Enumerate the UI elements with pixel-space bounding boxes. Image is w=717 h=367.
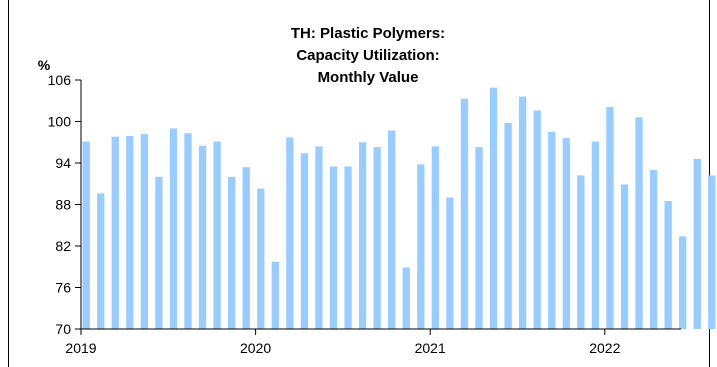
bar bbox=[300, 153, 309, 329]
bar bbox=[155, 176, 163, 329]
bar bbox=[475, 147, 483, 329]
chart-title-line-3: Monthly Value bbox=[318, 69, 419, 86]
chart-title: TH: Plastic Polymers: Capacity Utilizati… bbox=[291, 25, 445, 86]
bar bbox=[562, 138, 570, 329]
bar bbox=[329, 166, 338, 329]
bar bbox=[620, 184, 629, 329]
y-tick-label: 106 bbox=[48, 72, 72, 88]
bar bbox=[649, 169, 658, 329]
bar bbox=[548, 131, 556, 330]
bar bbox=[460, 98, 469, 330]
bar bbox=[271, 261, 279, 329]
bar bbox=[533, 110, 541, 330]
chart-title-line-1: TH: Plastic Polymers: bbox=[291, 25, 445, 42]
bar bbox=[344, 166, 352, 329]
bar bbox=[431, 146, 439, 329]
bar bbox=[140, 133, 148, 329]
y-axis-ticks: 70 76 82 88 94 100 106 bbox=[48, 72, 82, 337]
bar bbox=[286, 137, 294, 329]
bars bbox=[82, 87, 716, 330]
bar bbox=[373, 147, 381, 329]
x-tick-label: 2021 bbox=[415, 340, 446, 356]
bar bbox=[577, 175, 585, 329]
y-tick-label: 88 bbox=[55, 197, 71, 213]
bar bbox=[242, 167, 250, 329]
bar bbox=[679, 236, 687, 329]
bar bbox=[315, 146, 323, 329]
bar bbox=[388, 130, 396, 329]
bar bbox=[82, 141, 90, 329]
bar bbox=[257, 188, 265, 329]
bar bbox=[402, 267, 410, 329]
bar bbox=[519, 96, 527, 329]
bar bbox=[358, 142, 367, 329]
bar bbox=[213, 141, 221, 329]
y-tick-label: 70 bbox=[55, 321, 71, 337]
bar bbox=[111, 136, 119, 329]
bar bbox=[184, 133, 192, 329]
bar bbox=[489, 87, 498, 329]
bar bbox=[708, 175, 716, 329]
y-tick-label: 100 bbox=[48, 114, 72, 130]
bar bbox=[228, 176, 236, 329]
chart-title-line-2: Capacity Utilization: bbox=[296, 47, 439, 64]
bar bbox=[198, 145, 207, 329]
bar bbox=[606, 106, 614, 329]
y-tick-label: 94 bbox=[55, 155, 71, 171]
bar bbox=[446, 197, 454, 329]
bar bbox=[664, 201, 672, 329]
x-tick-label: 2022 bbox=[589, 340, 620, 356]
bar bbox=[504, 122, 512, 329]
bar bbox=[693, 158, 701, 329]
bar bbox=[591, 141, 600, 329]
bar bbox=[169, 128, 178, 329]
bar bbox=[97, 193, 105, 329]
x-tick-label: 2019 bbox=[65, 340, 96, 356]
bar bbox=[126, 136, 134, 329]
bar bbox=[417, 164, 425, 329]
x-tick-label: 2020 bbox=[240, 340, 271, 356]
bar bbox=[635, 117, 643, 329]
y-axis-unit-label: % bbox=[38, 57, 51, 73]
y-tick-label: 82 bbox=[55, 238, 71, 254]
x-axis: 20192020202120222023 bbox=[65, 328, 681, 356]
y-tick-label: 76 bbox=[55, 280, 71, 296]
